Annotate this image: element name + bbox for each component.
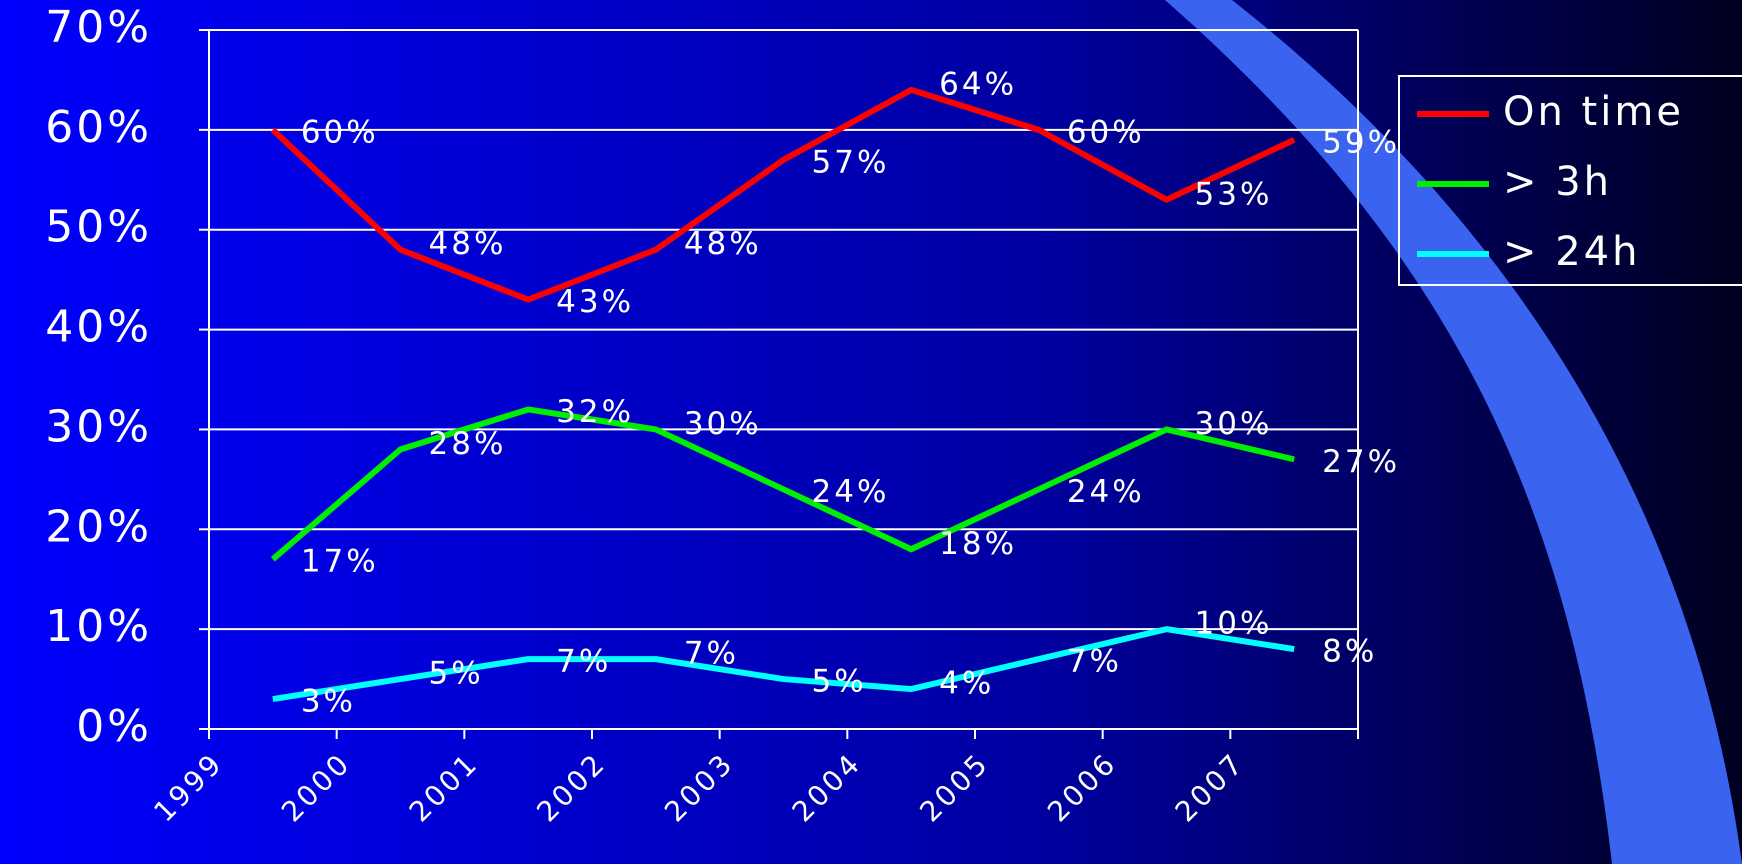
data-label: 28%: [429, 426, 507, 462]
y-tick-label: 40%: [45, 302, 152, 353]
y-tick-label: 0%: [76, 701, 152, 752]
data-label: 48%: [429, 226, 507, 262]
data-label: 8%: [1322, 634, 1377, 670]
legend-box: [1398, 75, 1742, 286]
data-label: 57%: [812, 144, 890, 180]
legend-label: > 24h: [1503, 229, 1640, 275]
data-label: 60%: [1067, 114, 1145, 150]
data-label: 4%: [939, 666, 994, 702]
data-label: 48%: [684, 226, 762, 262]
data-label: 53%: [1195, 176, 1273, 212]
legend-label: > 3h: [1503, 159, 1612, 205]
legend-label: On time: [1503, 89, 1684, 135]
data-label: 59%: [1322, 124, 1400, 160]
data-label: 5%: [429, 656, 484, 692]
series-line: [270, 86, 1296, 303]
data-label: 32%: [556, 394, 634, 430]
data-label: 64%: [939, 66, 1017, 102]
data-label: 27%: [1322, 444, 1400, 480]
data-label: 24%: [1067, 474, 1145, 510]
data-label: 7%: [684, 636, 739, 672]
series-line: [272, 626, 1295, 703]
data-label: 10%: [1195, 606, 1273, 642]
data-label: 24%: [812, 474, 890, 510]
y-tick-label: 10%: [45, 601, 152, 652]
data-label: 5%: [812, 664, 867, 700]
data-label: 43%: [556, 284, 634, 320]
data-label: 17%: [301, 544, 379, 580]
data-label: 7%: [556, 644, 611, 680]
y-tick-label: 20%: [45, 501, 152, 552]
decor-swoosh: [1165, 0, 1742, 864]
data-label: 3%: [301, 684, 356, 720]
data-label: 7%: [1067, 644, 1122, 680]
series-line: [270, 406, 1295, 562]
data-label: 60%: [301, 114, 379, 150]
y-tick-label: 60%: [45, 102, 152, 153]
y-tick-label: 70%: [45, 2, 152, 53]
data-label: 30%: [684, 406, 762, 442]
data-label: 30%: [1195, 406, 1273, 442]
data-label: 18%: [939, 526, 1017, 562]
y-tick-label: 50%: [45, 202, 152, 253]
y-tick-label: 30%: [45, 401, 152, 452]
